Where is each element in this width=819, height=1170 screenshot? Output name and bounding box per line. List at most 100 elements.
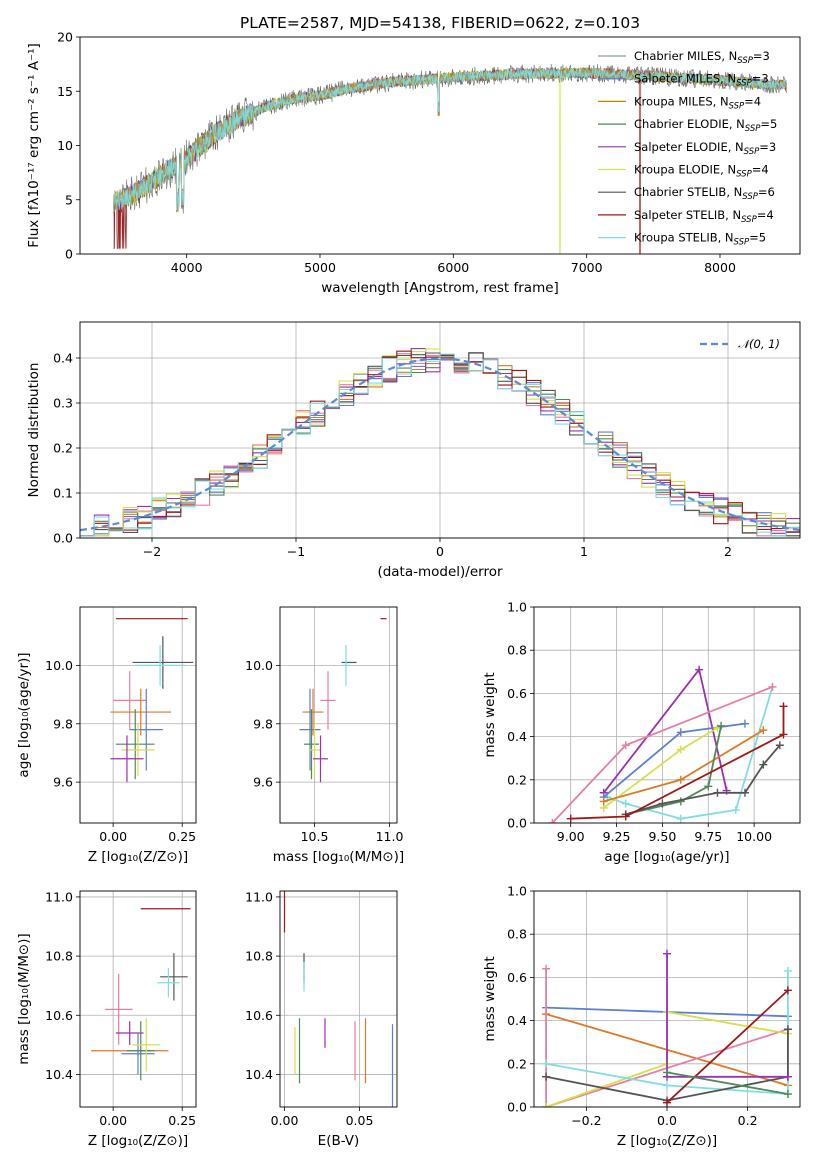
x-tick-label: 0.00 bbox=[99, 1113, 127, 1128]
spectrum-legend: Chabrier MILES, NSSP=3 Salpeter MILES, NS… bbox=[598, 49, 777, 248]
weight-marker bbox=[542, 964, 551, 973]
y-tick-label: 1.0 bbox=[507, 884, 527, 899]
plot-area bbox=[542, 949, 792, 1107]
x-tick-label: 0.00 bbox=[99, 829, 127, 844]
errorbar-point bbox=[110, 735, 144, 783]
weight-line bbox=[625, 744, 781, 816]
weight-marker bbox=[759, 760, 768, 769]
y-tick-label: 0.0 bbox=[507, 1100, 527, 1115]
x-axis-label: Z [log₁₀(Z/Z⊙)] bbox=[88, 1133, 188, 1149]
weight-marker bbox=[783, 986, 792, 995]
axes-frame bbox=[533, 606, 801, 824]
x-axis-label: age [log₁₀(age/yr)] bbox=[604, 849, 729, 865]
x-tick-label: 9.75 bbox=[694, 829, 722, 844]
axes-frame bbox=[79, 890, 197, 1108]
weight-marker bbox=[663, 1081, 671, 1090]
errorbar-point bbox=[157, 967, 180, 998]
plot-area bbox=[80, 348, 800, 537]
weight-marker bbox=[566, 814, 575, 823]
y-tick-label: 11.0 bbox=[45, 889, 73, 904]
y-tick-label: 10.6 bbox=[245, 1008, 273, 1023]
y-tick-label: 10.6 bbox=[45, 1008, 73, 1023]
axes-frame bbox=[279, 606, 398, 824]
x-tick-label: 4000 bbox=[171, 260, 203, 275]
legend-label: 𝒩(0, 1) bbox=[738, 337, 780, 351]
x-axis-label: (data-model)/error bbox=[377, 564, 503, 580]
y-tick-label: 0.4 bbox=[507, 1013, 527, 1028]
weight-series bbox=[566, 702, 788, 823]
weight-marker bbox=[676, 745, 685, 754]
weight-series bbox=[599, 726, 768, 806]
weight-marker bbox=[663, 1068, 671, 1077]
y-axis-label: mass weight bbox=[482, 672, 498, 757]
weight-marker bbox=[759, 726, 768, 735]
y-tick-label: 0.1 bbox=[53, 486, 73, 501]
y-tick-label: 0.8 bbox=[507, 643, 527, 658]
age_vs_Z-panel: 0.00 0.25 9.6 9.8 10.0 Z [log₁₀(Z/Z⊙)] age [lo… bbox=[16, 606, 197, 865]
y-tick-label: 0.2 bbox=[53, 441, 73, 456]
weight-marker bbox=[775, 741, 784, 750]
errorbar-point bbox=[121, 1033, 155, 1075]
weight-series bbox=[663, 986, 792, 1107]
y-tick-label: 0.6 bbox=[507, 970, 527, 985]
axes-frame bbox=[79, 321, 801, 539]
errorbar-point bbox=[104, 973, 133, 1045]
y-tick-label: 9.8 bbox=[253, 716, 273, 731]
weight-marker bbox=[695, 665, 704, 674]
y-tick-label: 10 bbox=[57, 138, 73, 153]
axes-frame bbox=[533, 890, 801, 1108]
plot-area bbox=[299, 618, 387, 783]
grid-lines bbox=[80, 891, 196, 1107]
weight-marker bbox=[768, 682, 777, 691]
y-axis-label: Normed distribution bbox=[26, 363, 42, 498]
weight-marker bbox=[779, 730, 788, 739]
errorbar-point bbox=[132, 1018, 161, 1072]
plot-area bbox=[548, 665, 788, 823]
weight-marker bbox=[621, 741, 630, 750]
chart-title: PLATE=2587, MJD=54138, FIBERID=0622, z=0… bbox=[240, 14, 640, 32]
x-axis-label: Z [log₁₀(Z/Z⊙)] bbox=[617, 1133, 717, 1149]
errorbar-point bbox=[135, 644, 185, 686]
weight-series bbox=[621, 741, 784, 819]
weight-line bbox=[666, 1071, 789, 1095]
axes-frame bbox=[79, 606, 197, 824]
y-tick-label: 1.0 bbox=[507, 600, 527, 615]
y-tick-label: 0.4 bbox=[53, 351, 73, 366]
x-tick-label: 7000 bbox=[571, 260, 603, 275]
y-tick-label: 5 bbox=[65, 192, 73, 207]
y-tick-label: 11.0 bbox=[245, 889, 273, 904]
x-tick-label: −1 bbox=[287, 544, 305, 559]
grid-lines bbox=[80, 607, 196, 823]
x-tick-label: 2 bbox=[724, 544, 732, 559]
y-axis-label: mass [log₁₀(M/M⊙)] bbox=[16, 933, 32, 1064]
errorbar-point bbox=[341, 644, 351, 686]
y-tick-label: 0.6 bbox=[507, 686, 527, 701]
weight-line bbox=[545, 968, 789, 1107]
y-tick-label: 0.8 bbox=[507, 927, 527, 942]
x-axis-label: mass [log₁₀(M/M⊙)] bbox=[273, 849, 404, 865]
errorbar-point bbox=[299, 688, 321, 771]
legend-label: Salpeter STELIB, NSSP=4 bbox=[634, 208, 774, 225]
legend-label: Chabrier ELODIE, NSSP=5 bbox=[634, 117, 777, 134]
y-tick-label: 10.8 bbox=[245, 949, 273, 964]
y-tick-label: 0.3 bbox=[53, 396, 73, 411]
weight-marker bbox=[731, 806, 740, 815]
y-tick-label: 15 bbox=[57, 84, 73, 99]
y-tick-label: 10.4 bbox=[45, 1067, 73, 1082]
spectrum-line bbox=[112, 67, 787, 213]
errorbar-point bbox=[132, 636, 194, 689]
x-axis-label: wavelength [Angstrom, rest frame] bbox=[321, 280, 559, 296]
x-tick-label: 11.0 bbox=[376, 829, 404, 844]
x-tick-label: 0.05 bbox=[346, 1113, 374, 1128]
weight-series bbox=[603, 682, 777, 823]
y-axis-label: age [log₁₀(age/yr)] bbox=[16, 652, 32, 777]
weight-line bbox=[545, 1029, 789, 1102]
plot-area bbox=[91, 908, 191, 1081]
y-tick-label: 10.8 bbox=[45, 949, 73, 964]
x-tick-label: 5000 bbox=[304, 260, 336, 275]
legend-label: Chabrier MILES, NSSP=3 bbox=[634, 49, 770, 66]
weight-marker bbox=[548, 819, 557, 823]
x-tick-label: 8000 bbox=[704, 260, 736, 275]
y-axis-label: mass weight bbox=[482, 956, 498, 1041]
errorbar-point bbox=[115, 1021, 144, 1045]
